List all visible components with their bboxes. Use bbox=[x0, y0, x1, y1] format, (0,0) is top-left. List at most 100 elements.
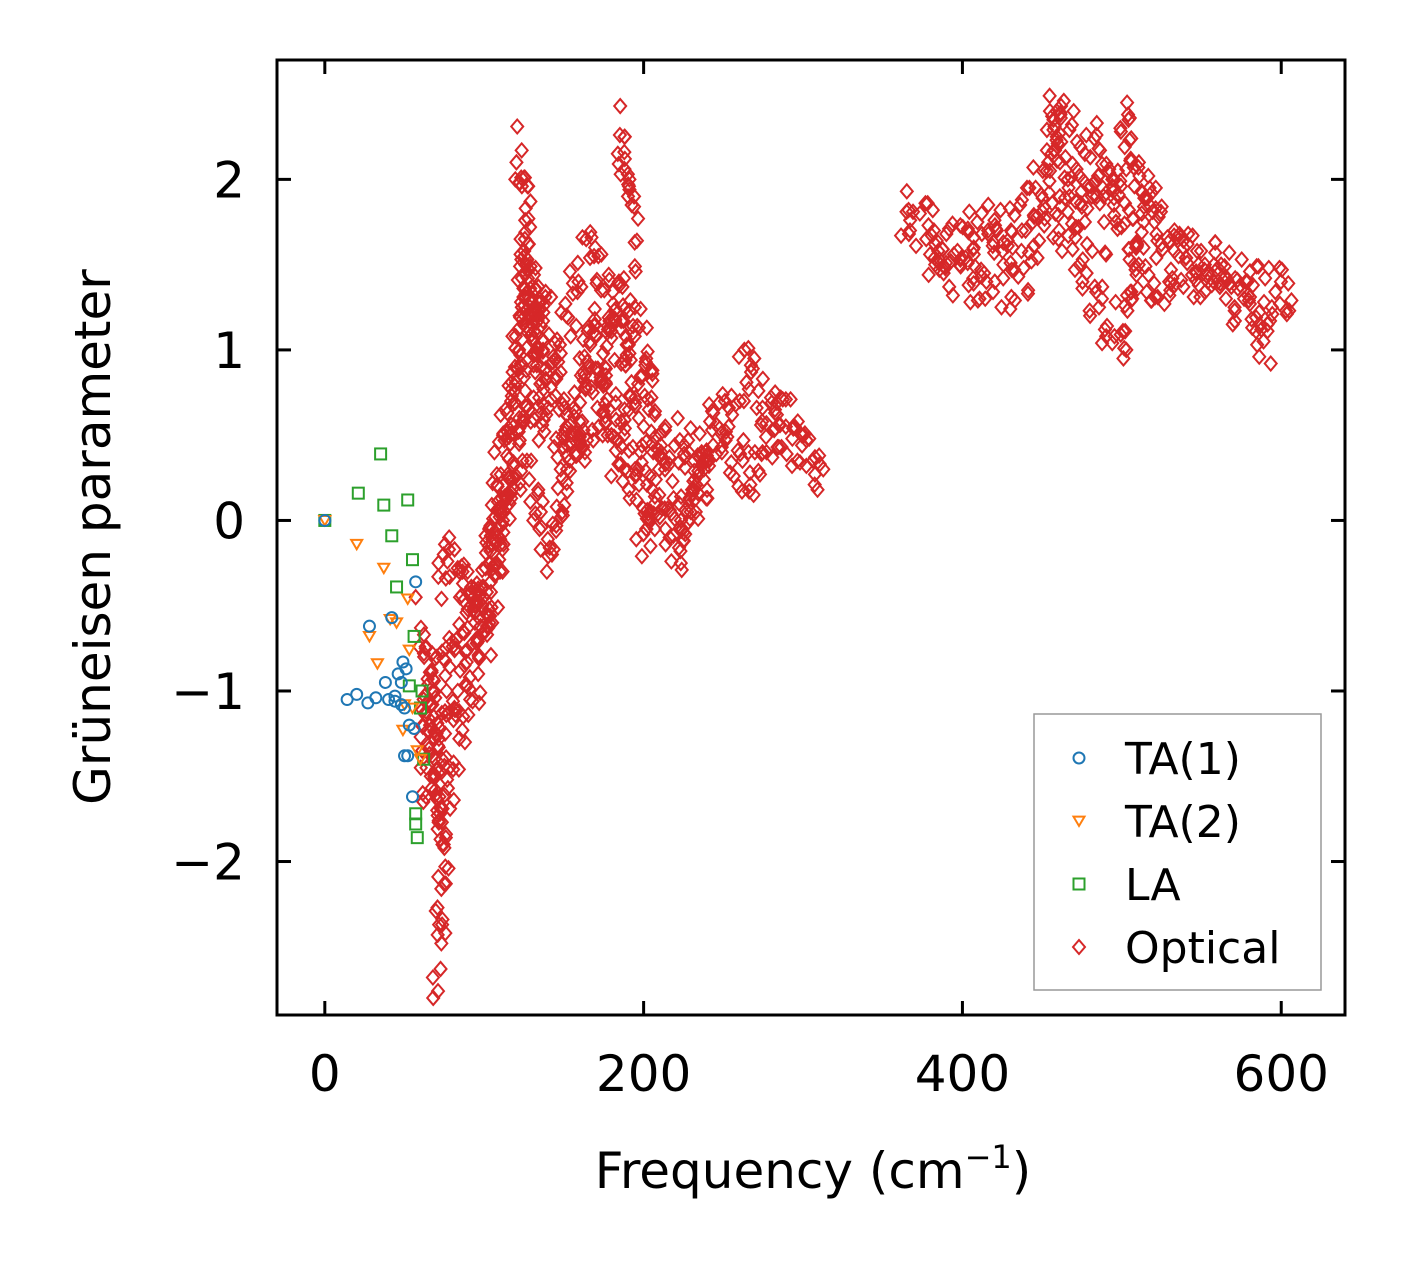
data-point bbox=[677, 459, 693, 477]
data-point bbox=[667, 436, 683, 454]
data-point bbox=[692, 424, 708, 443]
data-point bbox=[779, 445, 794, 463]
data-point bbox=[451, 760, 467, 778]
data-point bbox=[426, 672, 442, 690]
data-point bbox=[1130, 279, 1145, 298]
series-optical bbox=[408, 87, 1299, 1007]
data-point bbox=[1074, 198, 1090, 216]
data-point bbox=[628, 262, 643, 281]
data-point bbox=[704, 402, 720, 420]
data-point bbox=[995, 269, 1011, 287]
data-point bbox=[1264, 305, 1280, 323]
data-point bbox=[434, 880, 449, 898]
data-point bbox=[1280, 274, 1296, 292]
data-point bbox=[640, 390, 656, 408]
data-point bbox=[441, 859, 456, 877]
data-point bbox=[1138, 257, 1153, 275]
data-point bbox=[664, 552, 679, 570]
data-point bbox=[758, 428, 774, 446]
data-point bbox=[1068, 193, 1084, 211]
data-point bbox=[1113, 119, 1128, 137]
data-point bbox=[1012, 196, 1028, 214]
data-point bbox=[436, 835, 452, 854]
legend-label: LA bbox=[1125, 860, 1181, 911]
data-point bbox=[378, 675, 392, 689]
data-point bbox=[961, 203, 977, 221]
data-point bbox=[1148, 249, 1164, 267]
data-point bbox=[456, 622, 471, 640]
data-point bbox=[619, 336, 635, 354]
data-point bbox=[483, 542, 498, 560]
data-point bbox=[902, 221, 918, 240]
data-point bbox=[513, 462, 529, 480]
data-point bbox=[618, 351, 633, 369]
data-point bbox=[445, 692, 461, 710]
data-point bbox=[445, 632, 460, 651]
data-point bbox=[985, 237, 1001, 255]
data-point bbox=[434, 813, 450, 831]
data-point bbox=[1042, 162, 1058, 180]
data-point bbox=[901, 201, 916, 219]
y-tick-label: 2 bbox=[213, 151, 245, 209]
data-point bbox=[511, 419, 527, 437]
data-point bbox=[810, 481, 825, 499]
data-point bbox=[496, 424, 511, 443]
data-point bbox=[1073, 138, 1088, 156]
data-point bbox=[965, 269, 981, 287]
data-point bbox=[924, 227, 940, 245]
x-tick-label: 400 bbox=[915, 1045, 1010, 1103]
data-point bbox=[1155, 240, 1170, 258]
data-point bbox=[986, 233, 1001, 252]
data-point bbox=[626, 187, 642, 205]
data-point bbox=[1082, 148, 1098, 166]
data-point bbox=[724, 406, 740, 424]
data-point bbox=[1193, 288, 1208, 306]
data-point bbox=[456, 556, 472, 574]
data-point bbox=[1094, 155, 1110, 173]
data-point bbox=[518, 264, 534, 282]
data-point bbox=[755, 399, 770, 417]
data-point bbox=[936, 264, 951, 282]
data-point bbox=[743, 356, 759, 374]
data-point bbox=[1003, 254, 1018, 272]
data-point bbox=[1191, 256, 1206, 274]
data-point bbox=[1022, 179, 1037, 197]
data-point bbox=[1053, 198, 1069, 216]
data-point bbox=[1251, 257, 1266, 275]
data-point bbox=[1072, 256, 1088, 274]
data-point bbox=[699, 481, 715, 499]
data-point bbox=[1193, 242, 1209, 260]
data-point bbox=[362, 619, 376, 633]
data-point bbox=[1037, 210, 1053, 228]
data-point bbox=[582, 223, 598, 241]
data-point bbox=[644, 481, 660, 499]
data-point bbox=[496, 523, 511, 541]
data-point bbox=[1221, 244, 1237, 262]
data-point bbox=[1281, 302, 1297, 320]
data-point bbox=[1176, 239, 1191, 257]
data-point bbox=[1099, 155, 1114, 173]
data-point bbox=[1162, 286, 1177, 304]
data-point bbox=[401, 493, 415, 507]
data-point bbox=[807, 476, 822, 494]
data-point bbox=[441, 540, 457, 558]
data-point bbox=[671, 539, 687, 557]
data-point bbox=[1056, 92, 1072, 110]
data-point bbox=[645, 365, 660, 383]
data-point bbox=[974, 204, 989, 223]
data-point bbox=[507, 358, 523, 376]
data-point bbox=[413, 753, 428, 767]
data-point bbox=[564, 423, 579, 441]
data-point bbox=[621, 387, 637, 405]
data-point bbox=[1149, 225, 1164, 243]
data-point bbox=[617, 460, 632, 478]
data-point bbox=[616, 312, 631, 330]
data-point bbox=[1053, 106, 1068, 124]
data-point bbox=[484, 496, 500, 514]
data-point bbox=[635, 525, 651, 543]
data-point bbox=[513, 481, 528, 499]
data-point bbox=[743, 476, 758, 494]
data-point bbox=[1116, 349, 1131, 367]
data-point bbox=[662, 528, 677, 547]
data-point bbox=[617, 401, 632, 419]
